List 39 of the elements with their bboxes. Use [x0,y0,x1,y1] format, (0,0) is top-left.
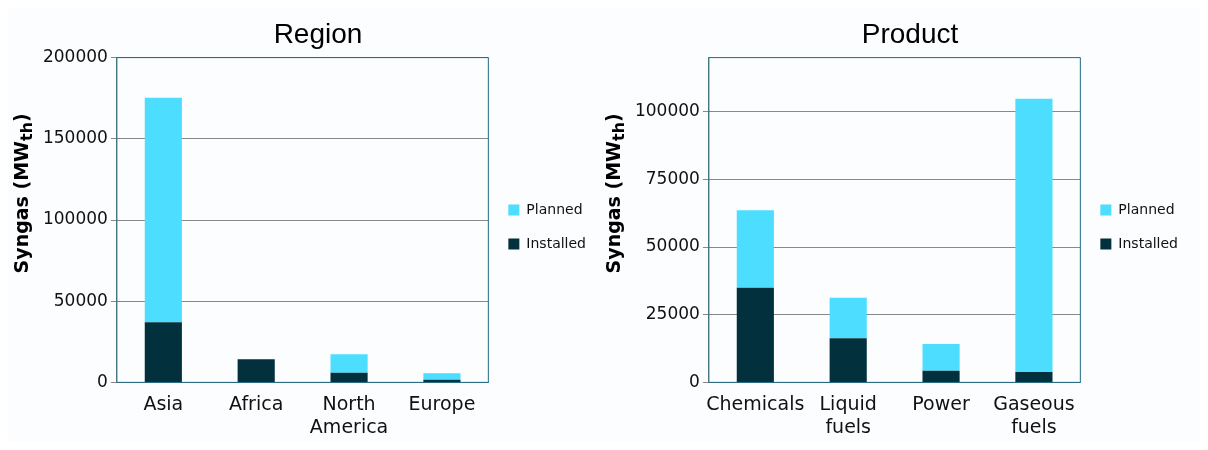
legend-label: Installed [1118,234,1179,251]
bar [829,297,867,339]
bar [1015,98,1053,373]
chart-title: Product [861,17,959,49]
x-tick-label: Chemicals [706,391,805,414]
y-tick-label: 200000 [42,46,108,67]
bar [922,343,960,371]
legend-label: Planned [1118,200,1175,217]
legend-label: Installed [526,234,587,251]
y-tick-label: 0 [689,370,700,391]
y-tick-label: 75000 [645,167,700,188]
y-tick-label: 50000 [645,235,700,256]
legend-label: Planned [526,200,583,217]
x-tick-label: Power [912,391,970,414]
x-tick-label: Liquid fuels [819,391,877,437]
x-tick-label: Europe [408,391,476,414]
bar [423,373,461,380]
y-tick-label: 0 [97,370,108,391]
bar [1015,372,1053,382]
bar [237,359,275,382]
bar [736,287,774,382]
x-tick-label: North America [309,391,389,437]
bar [736,210,774,288]
bar [144,97,182,323]
bar [330,372,368,382]
bar [829,338,867,382]
y-tick-label: 100000 [42,208,108,229]
x-tick-label: Africa [229,391,284,414]
bar [144,322,182,382]
x-tick-label: Gaseous fuels [993,391,1075,437]
chart-title: Region [273,17,363,49]
y-tick-label: 150000 [42,127,108,148]
y-tick-label: 25000 [645,303,700,324]
x-tick-label: Asia [143,391,184,414]
bar [922,370,960,382]
y-tick-label: 50000 [53,289,108,310]
bar [330,354,368,373]
y-tick-label: 100000 [634,100,700,121]
bar [423,379,461,382]
